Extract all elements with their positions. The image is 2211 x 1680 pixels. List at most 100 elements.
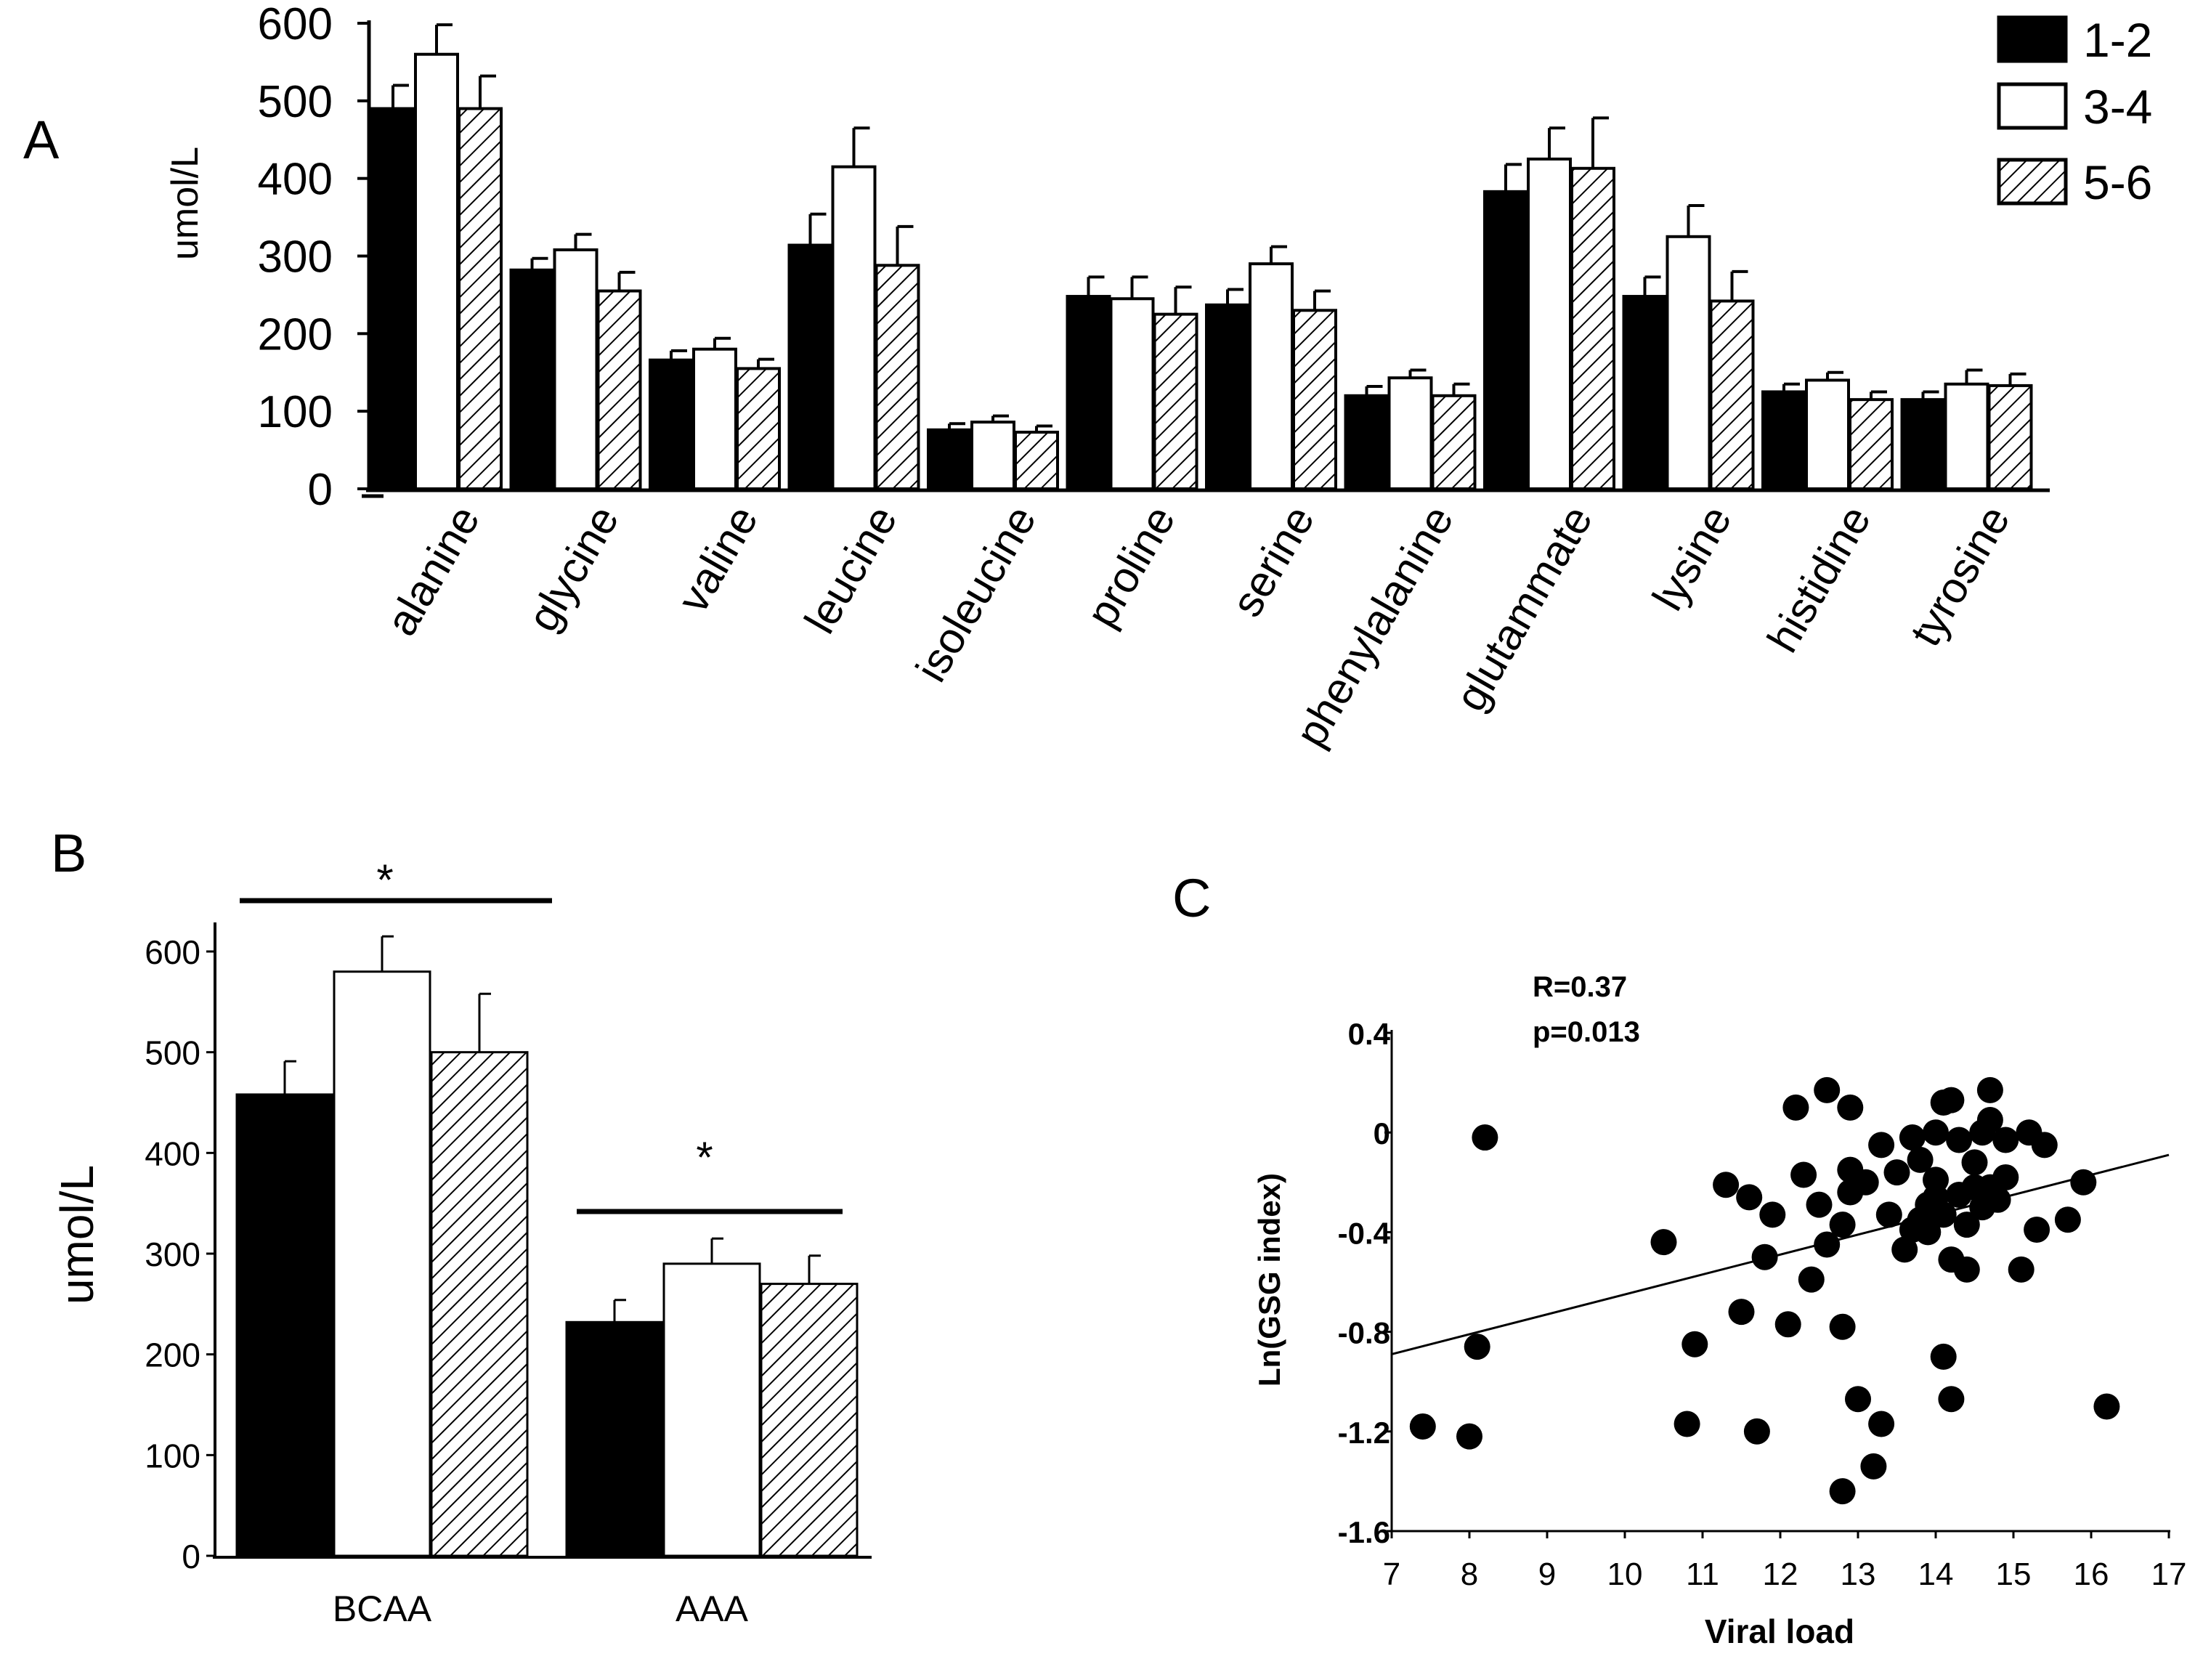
scatter-point [1806, 1191, 1833, 1218]
y-tick-label: 200 [258, 309, 333, 360]
bar-lysine-5-6 [1709, 299, 1755, 490]
scatter-point [1915, 1219, 1942, 1246]
scatter-point [1875, 1201, 1902, 1228]
scatter-point [1953, 1256, 1980, 1283]
bar-valine-1-2 [649, 358, 694, 491]
panel-c-scatter-plot: 7 8 9 10 11 12 13 14 15 16 17 0.4 0 -0.4 -0.8 -1.2 -1.6 L… [1252, 971, 2186, 1650]
bar-alanine-5-6 [458, 107, 503, 490]
bar-valine-5-6 [736, 367, 781, 490]
y-tick-label: 300 [258, 232, 333, 283]
bar-glutammate-5-6 [1570, 166, 1615, 491]
panel-a-bar-chart: 0 100 200 300 400 500 600 umol/L alanine glycine v… [164, 0, 2152, 755]
bar-glutammate-3-4 [1527, 157, 1572, 490]
scatter-point [1899, 1124, 1926, 1151]
x-tick-label: 11 [1686, 1557, 1719, 1592]
bar-BCAA-1-2 [235, 1093, 334, 1557]
x-tick-label-alanine: alanine [376, 498, 489, 644]
x-tick-label-lysine: lysine [1643, 498, 1741, 618]
scatter-point [2031, 1132, 2058, 1158]
scatter-point [1728, 1299, 1755, 1326]
scatter-point [1860, 1453, 1887, 1480]
y-axis-label: umol/L [164, 147, 206, 260]
scatter-point [2054, 1206, 2081, 1233]
x-tick-label: 16 [2074, 1557, 2109, 1592]
bar-isoleucine-5-6 [1014, 431, 1059, 490]
y-tick-label: 400 [258, 155, 333, 205]
x-tick-label: 14 [1918, 1557, 1954, 1592]
bar-phenylalanine-1-2 [1344, 394, 1390, 490]
significance-star-AAA: * [696, 1133, 713, 1182]
scatter-point [1650, 1229, 1677, 1256]
bar-proline-1-2 [1066, 295, 1111, 490]
bar-lysine-3-4 [1666, 235, 1711, 490]
y-tick-label: -0.4 [1338, 1216, 1391, 1250]
y-tick-label: 600 [145, 933, 200, 971]
scatter-point [1759, 1201, 1786, 1228]
x-tick-label-glycine: glycine [518, 498, 628, 639]
scatter-point [2093, 1393, 2120, 1420]
x-tick-label-BCAA: BCAA [333, 1588, 432, 1629]
trend-line [1391, 1153, 2170, 1355]
scatter-point [1829, 1478, 1856, 1505]
scatter-point [1814, 1231, 1841, 1258]
x-tick-label: 13 [1841, 1557, 1876, 1592]
bar-BCAA-3-4 [333, 970, 431, 1557]
legend-label-1-2: 1-2 [2083, 13, 2152, 67]
bar-serine-1-2 [1205, 303, 1250, 490]
bar-glycine-5-6 [596, 289, 642, 490]
bar-histidine-3-4 [1805, 378, 1850, 491]
scatter-point [1984, 1186, 2011, 1213]
scatter-point [1829, 1212, 1856, 1238]
scatter-point [1456, 1423, 1482, 1450]
bar-phenylalanine-3-4 [1387, 376, 1433, 490]
y-tick-label: 100 [258, 387, 333, 437]
bar-glutammate-1-2 [1483, 190, 1528, 490]
significance-star-BCAA: * [376, 856, 393, 904]
x-tick-label: 15 [1996, 1557, 2032, 1592]
y-axis-label: umol/L [51, 1165, 103, 1304]
scatter-point [1883, 1159, 1910, 1186]
bar-valine-3-4 [692, 347, 737, 491]
x-tick-label: 17 [2151, 1557, 2187, 1592]
y-tick-label: -0.8 [1338, 1316, 1390, 1350]
bar-alanine-1-2 [370, 107, 415, 490]
scatter-point [1946, 1127, 1973, 1153]
panel-label-a: A [23, 110, 60, 170]
y-axis-label: Ln(GSG index) [1252, 1173, 1286, 1387]
scatter-point [1923, 1119, 1949, 1146]
y-tick-label: 600 [258, 0, 333, 49]
scatter-point [1464, 1334, 1490, 1360]
x-tick-label-tyrosine: tyrosine [1901, 498, 2019, 654]
bar-glycine-3-4 [553, 248, 599, 490]
x-tick-label-valine: valine [668, 498, 767, 620]
x-tick-label: 8 [1461, 1557, 1478, 1592]
scatter-point [1891, 1236, 1918, 1263]
y-tick-label: -1.6 [1338, 1515, 1390, 1549]
scatter-point [1674, 1411, 1700, 1437]
panel-label-b: B [51, 823, 86, 883]
bar-proline-5-6 [1153, 312, 1198, 490]
y-tick-label: 400 [145, 1135, 200, 1172]
bar-AAA-5-6 [760, 1283, 859, 1557]
x-axis-label: Viral load [1705, 1612, 1854, 1650]
scatter-point [1829, 1313, 1856, 1340]
bar-alanine-3-4 [414, 52, 459, 490]
y-tick-label: 500 [258, 77, 333, 127]
x-tick-label-histidine: histidine [1758, 498, 1880, 660]
bar-glycine-1-2 [509, 268, 555, 490]
bar-tyrosine-1-2 [1900, 398, 1946, 490]
bar-serine-3-4 [1249, 262, 1294, 490]
x-tick-label-AAA: AAA [676, 1588, 749, 1629]
x-tick-label: 9 [1538, 1557, 1556, 1592]
bar-isoleucine-1-2 [927, 428, 972, 490]
scatter-point [1837, 1094, 1864, 1121]
bar-serine-5-6 [1292, 309, 1337, 490]
scatter-point [1868, 1132, 1895, 1158]
x-tick-label-isoleucine: isoleucine [906, 498, 1045, 690]
bar-phenylalanine-5-6 [1431, 394, 1477, 490]
scatter-point [1814, 1076, 1841, 1103]
y-tick-label: 0 [1374, 1116, 1390, 1151]
scatter-point [1790, 1161, 1817, 1188]
x-tick-label: 7 [1383, 1557, 1400, 1592]
